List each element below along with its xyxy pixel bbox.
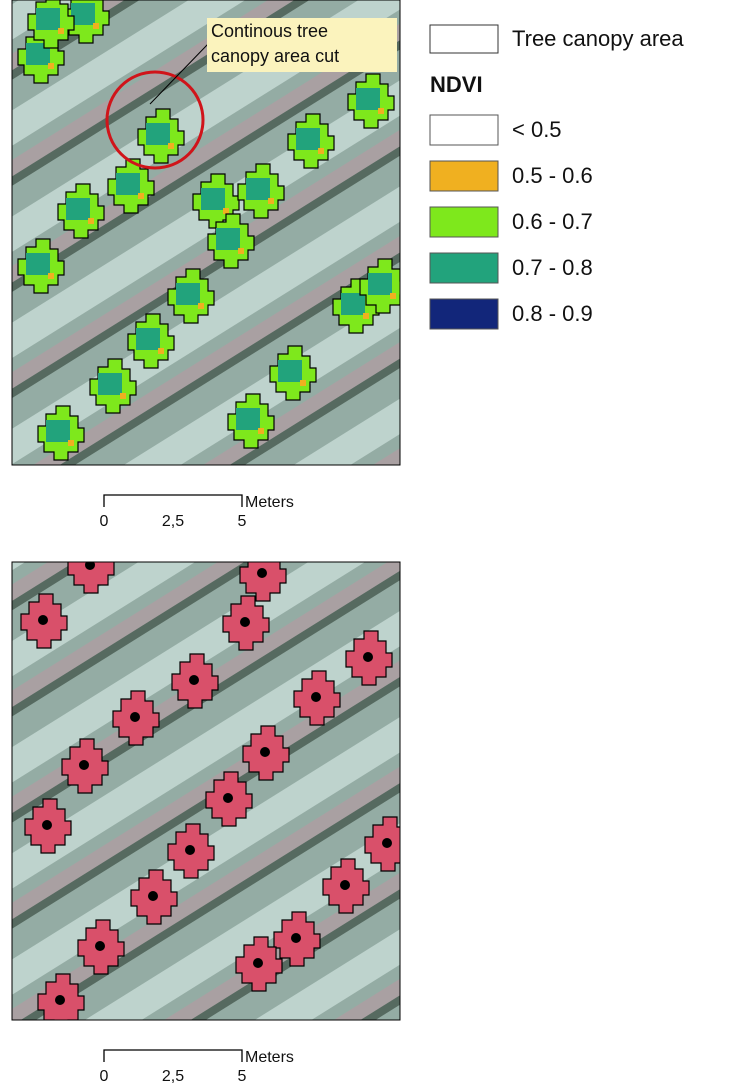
scale-label: 0 — [100, 513, 109, 530]
ndvi-patch — [88, 218, 94, 224]
legend-label: 0.6 - 0.7 — [512, 209, 593, 234]
ndvi-patch — [368, 273, 392, 295]
tree-top-point — [311, 692, 321, 702]
ndvi-patch — [146, 123, 170, 145]
ndvi-patch — [198, 303, 204, 309]
ndvi-patch — [268, 198, 274, 204]
scale-unit: Meters — [245, 494, 294, 511]
tree-top-point — [55, 995, 65, 1005]
tree-top-point — [79, 760, 89, 770]
ndvi-patch — [300, 380, 306, 386]
ndvi-patch — [36, 8, 60, 30]
ndvi-patch — [138, 193, 144, 199]
tree-top-point — [291, 933, 301, 943]
legend-title: NDVI — [430, 72, 483, 97]
map-background — [12, 562, 400, 1020]
tree-top-point — [130, 712, 140, 722]
tree-top-point — [42, 820, 52, 830]
tree-top-point — [253, 958, 263, 968]
tree-top-point — [257, 568, 267, 578]
legend-swatch — [430, 25, 498, 53]
legend-swatch — [430, 115, 498, 145]
ndvi-patch — [258, 428, 264, 434]
ndvi-patch — [363, 313, 369, 319]
ndvi-patch — [278, 360, 302, 382]
ndvi-patch — [120, 393, 126, 399]
tree-top-point — [340, 880, 350, 890]
tree-top-point — [189, 675, 199, 685]
ndvi-patch — [26, 253, 50, 275]
legend-label: < 0.5 — [512, 117, 562, 142]
ndvi-patch — [236, 408, 260, 430]
legend-label: 0.7 - 0.8 — [512, 255, 593, 280]
tree-top-point — [38, 615, 48, 625]
ndvi-patch — [341, 293, 365, 315]
scale-bar — [104, 495, 242, 507]
tree-top-point — [185, 845, 195, 855]
ndvi-patch — [136, 328, 160, 350]
ndvi-patch — [296, 128, 320, 150]
annotation-text: canopy area cut — [211, 46, 339, 66]
tree-top-point — [223, 793, 233, 803]
ndvi-patch — [356, 88, 380, 110]
ndvi-patch — [98, 373, 122, 395]
scale-label: 0 — [100, 1068, 109, 1085]
scale-unit: Meters — [245, 1049, 294, 1066]
ndvi-patch — [246, 178, 270, 200]
ndvi-patch — [318, 148, 324, 154]
scale-label: 2,5 — [162, 513, 184, 530]
scale-label: 2,5 — [162, 1068, 184, 1085]
legend-label: Tree canopy area — [512, 26, 684, 51]
tree-top-point — [240, 617, 250, 627]
ndvi-patch — [216, 228, 240, 250]
legend-swatch — [430, 161, 498, 191]
tree-top-point — [148, 891, 158, 901]
legend-label: 0.8 - 0.9 — [512, 301, 593, 326]
scale-label: 5 — [238, 1068, 247, 1085]
ndvi-patch — [378, 108, 384, 114]
ndvi-patch — [238, 248, 244, 254]
ndvi-patch — [201, 188, 225, 210]
ndvi-patch — [116, 173, 140, 195]
tree-top-point — [382, 838, 392, 848]
ndvi-patch — [48, 63, 54, 69]
ndvi-patch — [66, 198, 90, 220]
ndvi-patch — [58, 28, 64, 34]
ndvi-patch — [168, 143, 174, 149]
ndvi-patch — [223, 208, 229, 214]
ndvi-patch — [93, 23, 99, 29]
ndvi-patch — [158, 348, 164, 354]
figure: Continous tree canopy area cut Tree cano… — [0, 0, 742, 1090]
legend-swatch — [430, 207, 498, 237]
ndvi-patch — [46, 420, 70, 442]
tree-top-point — [95, 941, 105, 951]
legend-swatch — [430, 253, 498, 283]
ndvi-patch — [68, 440, 74, 446]
page: Continous tree canopy area cut Tree cano… — [0, 0, 742, 1090]
canopy-map — [12, 539, 411, 1028]
legend-label: 0.5 - 0.6 — [512, 163, 593, 188]
ndvi-patch — [176, 283, 200, 305]
scale-label: 5 — [238, 513, 247, 530]
ndvi-patch — [390, 293, 396, 299]
annotation-text: Continous tree — [211, 21, 328, 41]
tree-top-point — [363, 652, 373, 662]
tree-top-point — [260, 747, 270, 757]
scale-bar — [104, 1050, 242, 1062]
legend: < 0.5 0.5 - 0.6 0.6 - 0.7 0.7 - 0.8 0.8 - 0.… — [430, 115, 593, 329]
ndvi-patch — [48, 273, 54, 279]
legend-swatch — [430, 299, 498, 329]
